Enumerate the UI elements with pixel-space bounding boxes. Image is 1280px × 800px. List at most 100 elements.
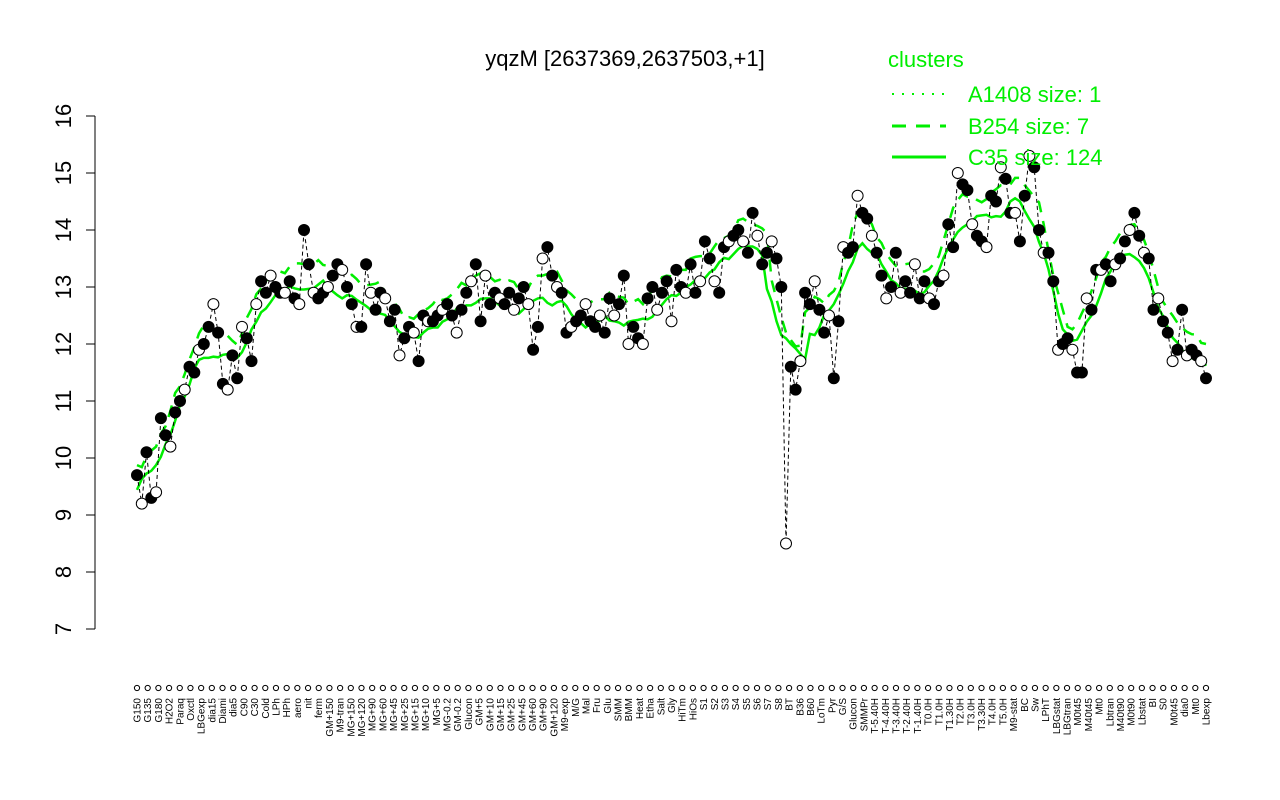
x-tick-label: Sw (1030, 697, 1041, 712)
x-tick-label: M0t45 (1073, 698, 1084, 726)
data-point (302, 258, 315, 271)
data-point (240, 332, 253, 345)
x-tick-label: GM+150 (325, 698, 336, 737)
data-point (508, 303, 520, 316)
data-point (1171, 343, 1184, 356)
x-tick-mark (582, 684, 590, 692)
x-tick-label: GM+5 (475, 698, 486, 726)
data-point (393, 349, 406, 362)
x-tick-label: M9-stat (1009, 698, 1020, 732)
data-point (245, 355, 258, 368)
x-tick-mark (593, 684, 600, 692)
data-point (264, 269, 277, 282)
data-point (823, 309, 835, 322)
data-point (326, 269, 339, 282)
x-tick-label: Diami (218, 698, 229, 724)
data-point (226, 349, 239, 362)
legend: clusters A1408 size: 1 B254 size: 7 C35 … (888, 47, 1103, 170)
x-tick-label: Fru (592, 698, 603, 713)
data-point (250, 298, 263, 311)
data-point (994, 161, 1007, 174)
x-tick-label: Etha (646, 698, 657, 719)
data-point (589, 320, 602, 333)
x-tick-label: Lbstat (1137, 698, 1148, 725)
x-tick-label: T0.0H (924, 698, 935, 725)
x-tick-mark (860, 684, 868, 692)
legend-entry-2: C35 size: 124 (968, 145, 1103, 170)
x-tick-label: MG+45 (389, 698, 400, 732)
data-point (703, 252, 716, 265)
data-point (450, 326, 463, 339)
data-point (293, 298, 306, 311)
x-tick-mark (454, 684, 461, 692)
x-tick-mark (1074, 684, 1081, 692)
data-point (197, 338, 210, 350)
y-tick-label: 9 (51, 509, 76, 521)
x-tick-label: Heat (635, 698, 646, 719)
data-point (899, 275, 912, 288)
data-point (455, 303, 468, 316)
data-point (1123, 224, 1136, 236)
y-tick-label: 12 (51, 332, 76, 356)
data-point (388, 303, 401, 316)
data-point (1013, 235, 1026, 248)
data-point (617, 269, 630, 282)
x-tick-label: M9-exp (560, 698, 571, 732)
x-tick-mark (924, 684, 932, 692)
x-tick-mark (839, 684, 846, 692)
data-point (827, 372, 840, 385)
x-tick-mark (283, 684, 290, 692)
x-tick-mark (550, 684, 558, 692)
x-tick-mark (818, 684, 825, 692)
x-tick-mark (850, 684, 857, 692)
data-point (546, 269, 559, 282)
x-tick-mark (347, 684, 354, 692)
x-tick-label: G180 (154, 698, 165, 723)
x-tick-label: Pyr (827, 697, 838, 713)
y-tick-label: 13 (51, 275, 76, 299)
data-point (231, 372, 244, 385)
data-point (765, 235, 778, 248)
x-tick-label: HiTm (678, 698, 689, 722)
x-tick-mark (518, 684, 525, 692)
series-line (136, 153, 1207, 544)
data-point (140, 446, 153, 459)
data-point (498, 298, 511, 311)
data-point (541, 241, 554, 254)
data-point (1114, 252, 1127, 265)
x-tick-label: dia5 (229, 698, 240, 717)
x-tick-mark (892, 684, 900, 692)
x-tick-mark (422, 684, 429, 692)
x-tick-label: Lbexp (1202, 698, 1213, 726)
x-tick-label: Cold (261, 698, 272, 719)
x-tick-mark (561, 684, 568, 692)
data-point (517, 281, 530, 293)
x-tick-label: GM+60 (528, 698, 539, 732)
x-tick-label: LoTm (817, 698, 828, 724)
data-point (961, 184, 974, 197)
data-point (808, 275, 821, 288)
data-point (651, 303, 664, 316)
data-point (1009, 206, 1022, 219)
data-point (818, 326, 831, 339)
data-point (990, 195, 1002, 208)
x-tick-label: T2.0H (956, 698, 967, 725)
data-point (603, 292, 616, 305)
x-tick-label: GM+120 (549, 698, 560, 737)
cluster-bands (135, 176, 1208, 491)
x-tick-mark (486, 684, 493, 692)
data-point (398, 332, 411, 345)
data-point (469, 258, 482, 271)
series-path (136, 153, 1207, 544)
data-point (531, 320, 544, 333)
x-tick-label: BI (1148, 698, 1159, 707)
x-tick-mark (711, 684, 718, 692)
data-point (756, 258, 769, 271)
x-tick-label: T-4.40H (881, 698, 892, 734)
x-tick-label: M40t90 (1116, 698, 1127, 732)
data-point (851, 189, 864, 202)
x-tick-mark (807, 684, 814, 692)
x-tick-mark (828, 684, 835, 692)
x-tick-mark (1192, 684, 1199, 692)
